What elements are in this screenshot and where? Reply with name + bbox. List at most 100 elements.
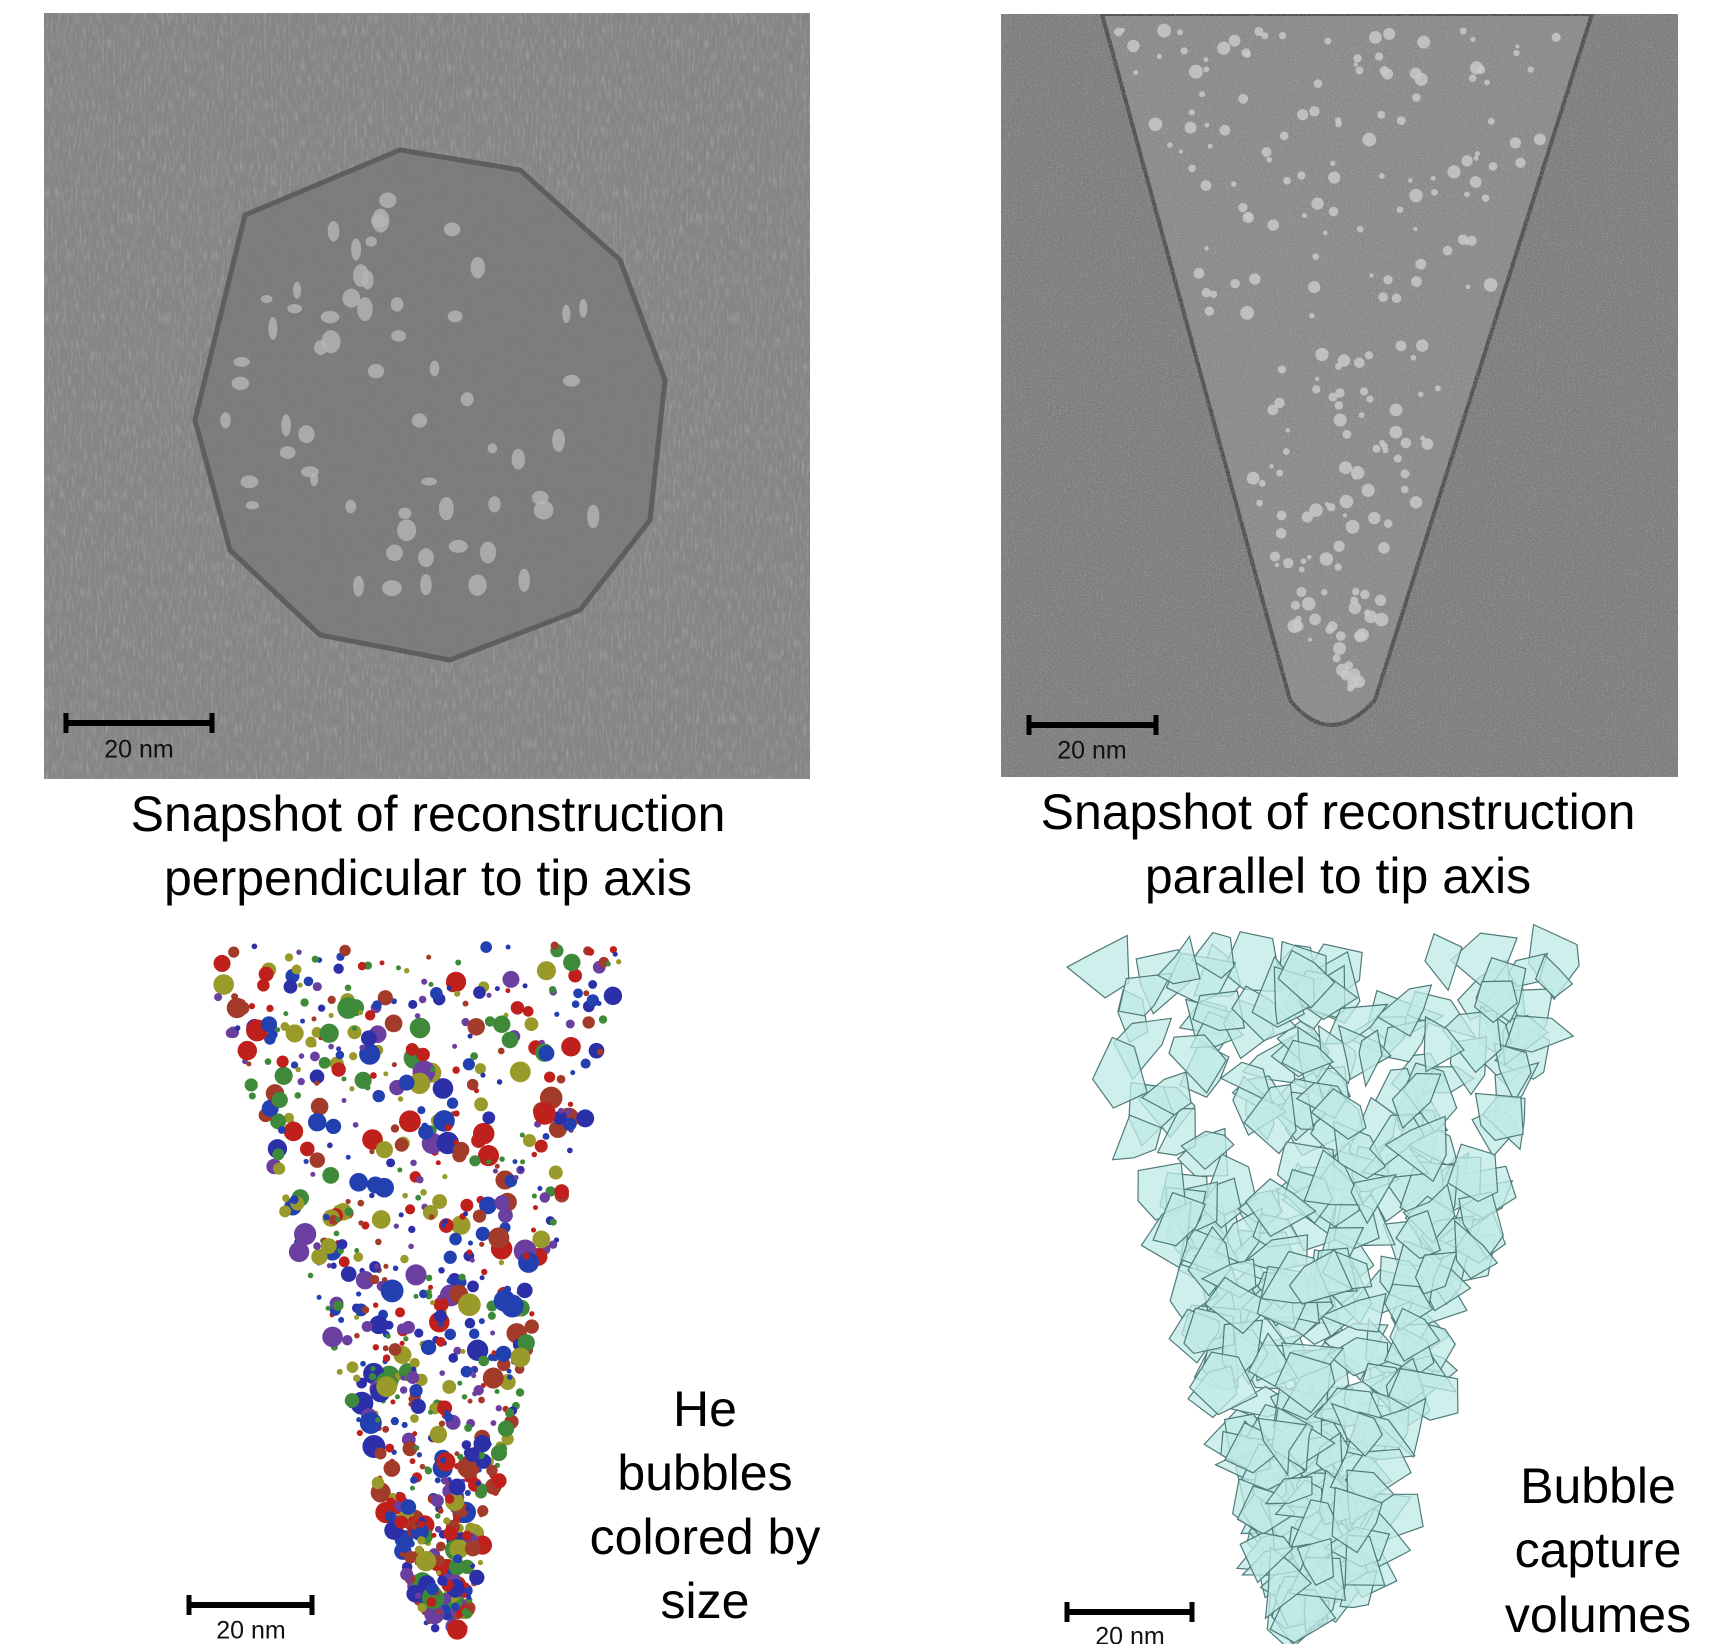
bubble	[341, 1098, 346, 1103]
bubble	[587, 994, 599, 1006]
bright-spot	[1230, 279, 1239, 288]
bright-spot	[1245, 213, 1253, 221]
bright-spot	[1335, 563, 1342, 570]
bubble	[440, 1457, 446, 1463]
bubble	[389, 1343, 402, 1356]
bubble	[385, 1511, 396, 1522]
bubble	[474, 1088, 479, 1093]
bubble	[386, 1334, 391, 1339]
bubble	[514, 1175, 519, 1180]
bubble	[266, 1005, 273, 1012]
bright-spot	[562, 305, 570, 323]
bubble	[538, 1045, 554, 1061]
bubble	[470, 1258, 475, 1263]
bright-spot	[1343, 513, 1347, 517]
bubble	[410, 1486, 415, 1491]
bright-spot	[1203, 57, 1208, 62]
bright-spot	[1315, 377, 1319, 381]
bright-spot	[1279, 32, 1286, 39]
bubble	[347, 1361, 359, 1373]
bright-spot	[1552, 33, 1561, 42]
scale-bar-label: 20 nm	[104, 736, 173, 764]
bubble	[561, 1037, 581, 1057]
bright-spot	[1309, 106, 1319, 116]
bright-spot	[1443, 246, 1453, 256]
bubble	[453, 1110, 459, 1116]
bubble	[339, 945, 350, 956]
bright-spot	[461, 392, 474, 406]
bubble	[311, 1098, 329, 1116]
bubble	[431, 1624, 440, 1633]
bright-spot	[1328, 393, 1337, 402]
bright-spot	[379, 193, 396, 208]
bright-spot	[1241, 48, 1250, 57]
scale-bar-label: 20 nm	[1057, 737, 1126, 765]
bubble	[385, 1015, 403, 1033]
bubble	[445, 1124, 452, 1131]
bubble	[469, 1570, 484, 1585]
bubble	[346, 1155, 351, 1160]
bright-spot	[1309, 613, 1321, 625]
bubble	[322, 1167, 339, 1184]
bubble	[245, 1078, 258, 1091]
bubble	[313, 1242, 321, 1250]
caption-line: Bubble	[1520, 1458, 1676, 1514]
bright-spot	[1431, 189, 1438, 196]
bubble	[335, 1217, 340, 1222]
bright-spot	[1534, 133, 1546, 145]
bright-spot	[512, 449, 525, 470]
bubble	[375, 1417, 380, 1422]
bright-spot	[1278, 365, 1286, 373]
bubble	[345, 984, 352, 991]
bubble	[537, 1186, 542, 1191]
capture-volume	[1425, 934, 1462, 990]
bubble	[394, 1223, 399, 1228]
bright-spot	[1372, 445, 1380, 453]
bright-spot	[488, 496, 501, 512]
bubble	[257, 979, 269, 991]
bubble	[272, 1148, 284, 1160]
bubble	[294, 1223, 316, 1245]
bright-spot	[1461, 155, 1472, 166]
bright-spot	[1231, 181, 1236, 186]
bright-spot	[468, 574, 486, 596]
bright-spot	[1362, 484, 1375, 497]
bright-spot	[1377, 111, 1385, 119]
bright-spot	[397, 519, 416, 541]
bubble	[279, 1205, 291, 1217]
bubble	[314, 1081, 319, 1086]
bright-spot	[1333, 654, 1341, 662]
bubble	[480, 941, 492, 953]
bright-spot	[1364, 610, 1377, 623]
bubble	[358, 962, 366, 970]
bright-spot	[1411, 276, 1422, 287]
bubble	[532, 1230, 550, 1248]
bright-spot	[1275, 563, 1279, 567]
bubble	[359, 1045, 365, 1051]
bubble	[404, 968, 409, 973]
bubble	[420, 1189, 427, 1196]
bright-spot	[1409, 189, 1423, 203]
bright-spot	[1365, 351, 1373, 359]
bright-spot	[246, 501, 259, 509]
bubble	[402, 1193, 408, 1199]
bright-spot	[280, 446, 296, 459]
bright-spot	[1157, 24, 1171, 38]
bright-spot	[1378, 292, 1388, 302]
bright-spot	[1302, 597, 1316, 611]
bubble	[551, 942, 559, 950]
bright-spot	[1484, 80, 1490, 86]
bubble	[568, 1102, 573, 1107]
bubble	[431, 1533, 436, 1538]
bubble	[473, 1209, 486, 1222]
bubble	[478, 1560, 483, 1565]
bubble	[479, 1318, 485, 1324]
bubble	[328, 1044, 334, 1050]
bubble	[520, 1159, 525, 1164]
bubble	[549, 1241, 557, 1249]
bright-spot	[1308, 638, 1312, 642]
bright-spot	[1482, 194, 1490, 202]
bubble	[566, 1020, 575, 1029]
bright-spot	[1353, 54, 1361, 62]
bubble	[506, 945, 511, 950]
